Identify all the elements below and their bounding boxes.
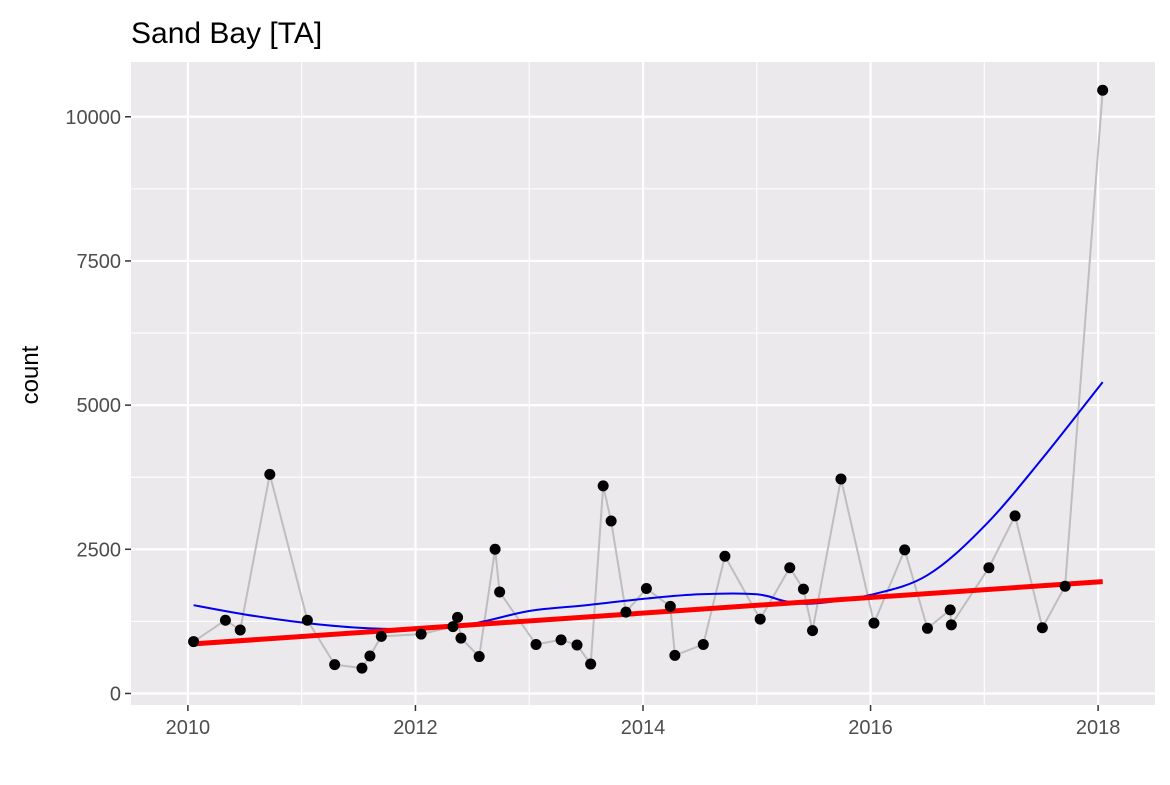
data-point	[597, 480, 609, 492]
data-point	[784, 562, 796, 574]
x-tick-label: 2014	[621, 717, 666, 739]
data-point	[719, 550, 731, 562]
data-point	[945, 619, 957, 631]
data-point	[1009, 510, 1021, 522]
data-point	[188, 636, 200, 648]
data-point	[219, 614, 231, 626]
x-tick-label: 2010	[166, 717, 211, 739]
data-point	[921, 622, 933, 634]
data-point	[234, 624, 246, 636]
data-point	[455, 632, 467, 644]
data-point	[415, 628, 427, 640]
data-point	[329, 659, 341, 671]
data-point	[375, 630, 387, 642]
smooth-curve	[193, 381, 1104, 631]
data-point	[944, 604, 956, 616]
y-tick-label: 2500	[77, 539, 122, 561]
y-tick-label: 10000	[65, 107, 121, 129]
data-point	[555, 634, 567, 646]
data-point	[452, 611, 464, 623]
y-tick-label: 5000	[77, 395, 122, 417]
data-point	[697, 638, 709, 650]
data-point	[447, 621, 459, 633]
data-point	[868, 617, 880, 629]
data-point	[899, 544, 911, 556]
data-point	[797, 583, 809, 595]
data-point	[1059, 580, 1071, 592]
data-point	[571, 639, 583, 651]
x-tick-label: 2012	[393, 717, 438, 739]
y-tick-label: 7500	[77, 251, 122, 273]
data-point	[364, 650, 376, 662]
data-point	[620, 606, 632, 618]
trend-line	[193, 579, 1103, 647]
data-point	[473, 651, 485, 663]
data-point	[585, 658, 597, 670]
data-point	[489, 543, 501, 555]
x-tick-label: 2018	[1076, 717, 1121, 739]
data-point	[669, 649, 681, 661]
data-point	[807, 625, 819, 637]
data-point	[835, 473, 847, 485]
chart-title: Sand Bay [TA]	[131, 17, 322, 50]
data-point	[356, 662, 368, 674]
data-point	[1097, 84, 1109, 96]
data-point	[1036, 622, 1048, 634]
data-point	[264, 468, 276, 480]
data-point	[754, 613, 766, 625]
data-point	[530, 638, 542, 650]
y-tick-label: 0	[110, 683, 121, 705]
data-point	[301, 614, 313, 626]
x-tick-label: 2016	[848, 717, 893, 739]
data-point	[605, 515, 617, 527]
data-point	[640, 583, 652, 595]
data-point	[664, 600, 676, 612]
data-point	[983, 562, 995, 574]
y-axis-title: count	[17, 345, 44, 404]
data-point	[494, 586, 506, 598]
